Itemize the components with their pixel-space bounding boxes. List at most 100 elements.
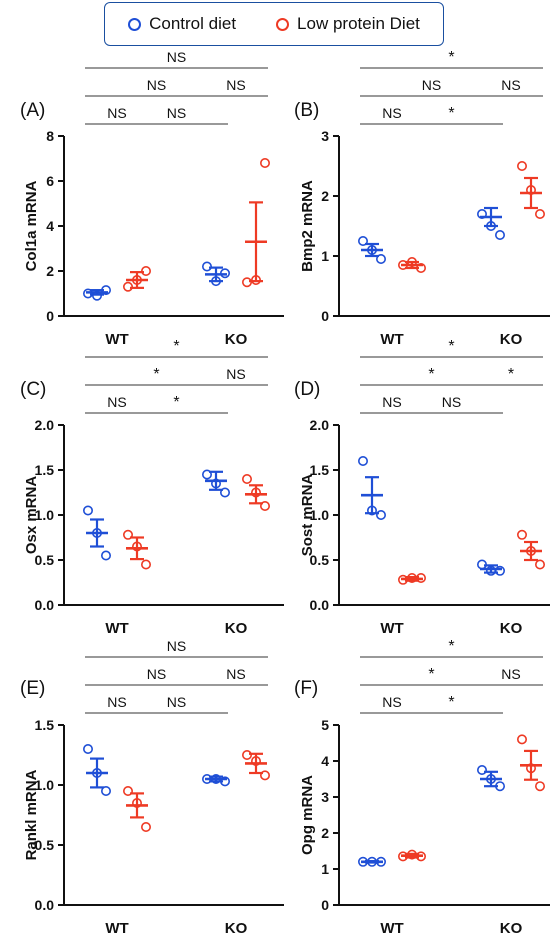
significance-label: NS <box>382 105 401 121</box>
panel-4: (D) 0.0 0.5 1.0 1.5 2.0 Sost mRNA WT KO * * NS * NS <box>294 338 550 637</box>
panel-3: (C) 0.0 0.5 1.0 1.5 2.0 Osx mRNA WT KO * * NS NS * <box>20 338 284 637</box>
y-tick-label: 0.0 <box>35 897 55 913</box>
data-point <box>516 161 527 172</box>
data-point <box>259 770 270 781</box>
y-tick-label: 3 <box>321 128 329 144</box>
significance-label: NS <box>226 77 245 93</box>
x-tick-label: KO <box>500 920 523 937</box>
significance-label: NS <box>501 666 520 682</box>
data-point <box>83 505 94 516</box>
y-axis-label: Rankl mRNA <box>23 769 40 860</box>
y-axis-label: Opg mRNA <box>299 775 316 855</box>
y-tick-label: 1.0 <box>310 507 330 523</box>
y-tick-label: 0 <box>46 308 54 324</box>
y-axis-label: Bmp2 mRNA <box>299 180 316 272</box>
panel-label: (F) <box>294 678 318 699</box>
significance-label: * <box>508 366 514 383</box>
data-point <box>141 821 152 832</box>
panel-label: (A) <box>20 100 45 121</box>
y-tick-label: 8 <box>46 128 54 144</box>
data-point <box>242 277 253 288</box>
data-point <box>123 785 134 796</box>
y-tick-label: 3 <box>321 789 329 805</box>
y-tick-label: 1 <box>321 861 329 877</box>
legend: Control diet Low protein Diet <box>104 2 444 46</box>
y-tick-label: 1 <box>321 248 329 264</box>
y-tick-label: 1.0 <box>35 777 55 793</box>
x-tick-label: WT <box>380 920 403 937</box>
panel-label: (C) <box>20 379 46 400</box>
significance-label: NS <box>107 105 126 121</box>
significance-label: NS <box>167 694 186 710</box>
data-point <box>220 487 231 498</box>
legend-item-low-protein: Low protein Diet <box>276 14 420 34</box>
y-axis-label: Sost mRNA <box>299 474 316 557</box>
data-point <box>516 734 527 745</box>
significance-label: NS <box>382 394 401 410</box>
significance-label: NS <box>442 394 461 410</box>
significance-label: NS <box>107 394 126 410</box>
significance-label: NS <box>167 638 186 654</box>
panel-label: (D) <box>294 379 320 400</box>
data-point <box>202 261 213 272</box>
y-tick-label: 0.5 <box>35 552 55 568</box>
data-point <box>123 529 134 540</box>
y-tick-label: 1.5 <box>310 462 330 478</box>
legend-label: Control diet <box>149 14 237 33</box>
y-axis-label: Osx mRNA <box>23 476 40 555</box>
data-point <box>375 254 386 265</box>
x-tick-label: KO <box>225 331 248 348</box>
x-tick-label: KO <box>225 920 248 937</box>
y-tick-label: 5 <box>321 717 329 733</box>
significance-label: NS <box>107 694 126 710</box>
data-point <box>357 236 368 247</box>
x-tick-label: KO <box>500 620 523 637</box>
significance-label: * <box>153 366 159 383</box>
data-point <box>123 281 134 292</box>
y-tick-label: 2 <box>321 825 329 841</box>
data-point <box>375 509 386 520</box>
y-tick-label: 2 <box>321 188 329 204</box>
circle-marker-icon <box>276 17 290 31</box>
x-tick-label: WT <box>105 331 128 348</box>
y-tick-label: 0.5 <box>310 552 330 568</box>
data-point <box>534 559 545 570</box>
data-point <box>476 764 487 775</box>
significance-label: NS <box>147 666 166 682</box>
panel-6: (F) 0 1 2 3 4 5 Opg mRNA WT KO * * NS NS * <box>294 638 550 937</box>
panel-label: (E) <box>20 678 45 699</box>
y-tick-label: 0 <box>321 308 329 324</box>
y-tick-label: 0.0 <box>35 597 55 613</box>
significance-label: NS <box>147 77 166 93</box>
significance-label: NS <box>167 105 186 121</box>
y-tick-label: 0.0 <box>310 597 330 613</box>
data-point <box>141 265 152 276</box>
data-point <box>101 550 112 561</box>
data-point <box>141 559 152 570</box>
x-tick-label: KO <box>225 620 248 637</box>
legend-item-control: Control diet <box>128 14 236 34</box>
y-tick-label: 4 <box>46 218 54 234</box>
y-tick-label: 2.0 <box>310 417 330 433</box>
data-point <box>259 158 270 169</box>
significance-label: NS <box>226 366 245 382</box>
significance-label: * <box>448 694 454 711</box>
significance-label: * <box>448 338 454 355</box>
data-point <box>202 469 213 480</box>
significance-label: * <box>448 638 454 655</box>
data-point <box>83 743 94 754</box>
y-axis-label: Col1a mRNA <box>23 180 40 271</box>
significance-label: * <box>428 666 434 683</box>
data-point <box>101 785 112 796</box>
data-point <box>259 500 270 511</box>
significance-label: NS <box>422 77 441 93</box>
data-point <box>534 781 545 792</box>
y-tick-label: 1.5 <box>35 462 55 478</box>
data-point <box>534 209 545 220</box>
data-point <box>494 565 505 576</box>
data-point <box>242 749 253 760</box>
y-tick-label: 0 <box>321 897 329 913</box>
data-point <box>516 529 527 540</box>
